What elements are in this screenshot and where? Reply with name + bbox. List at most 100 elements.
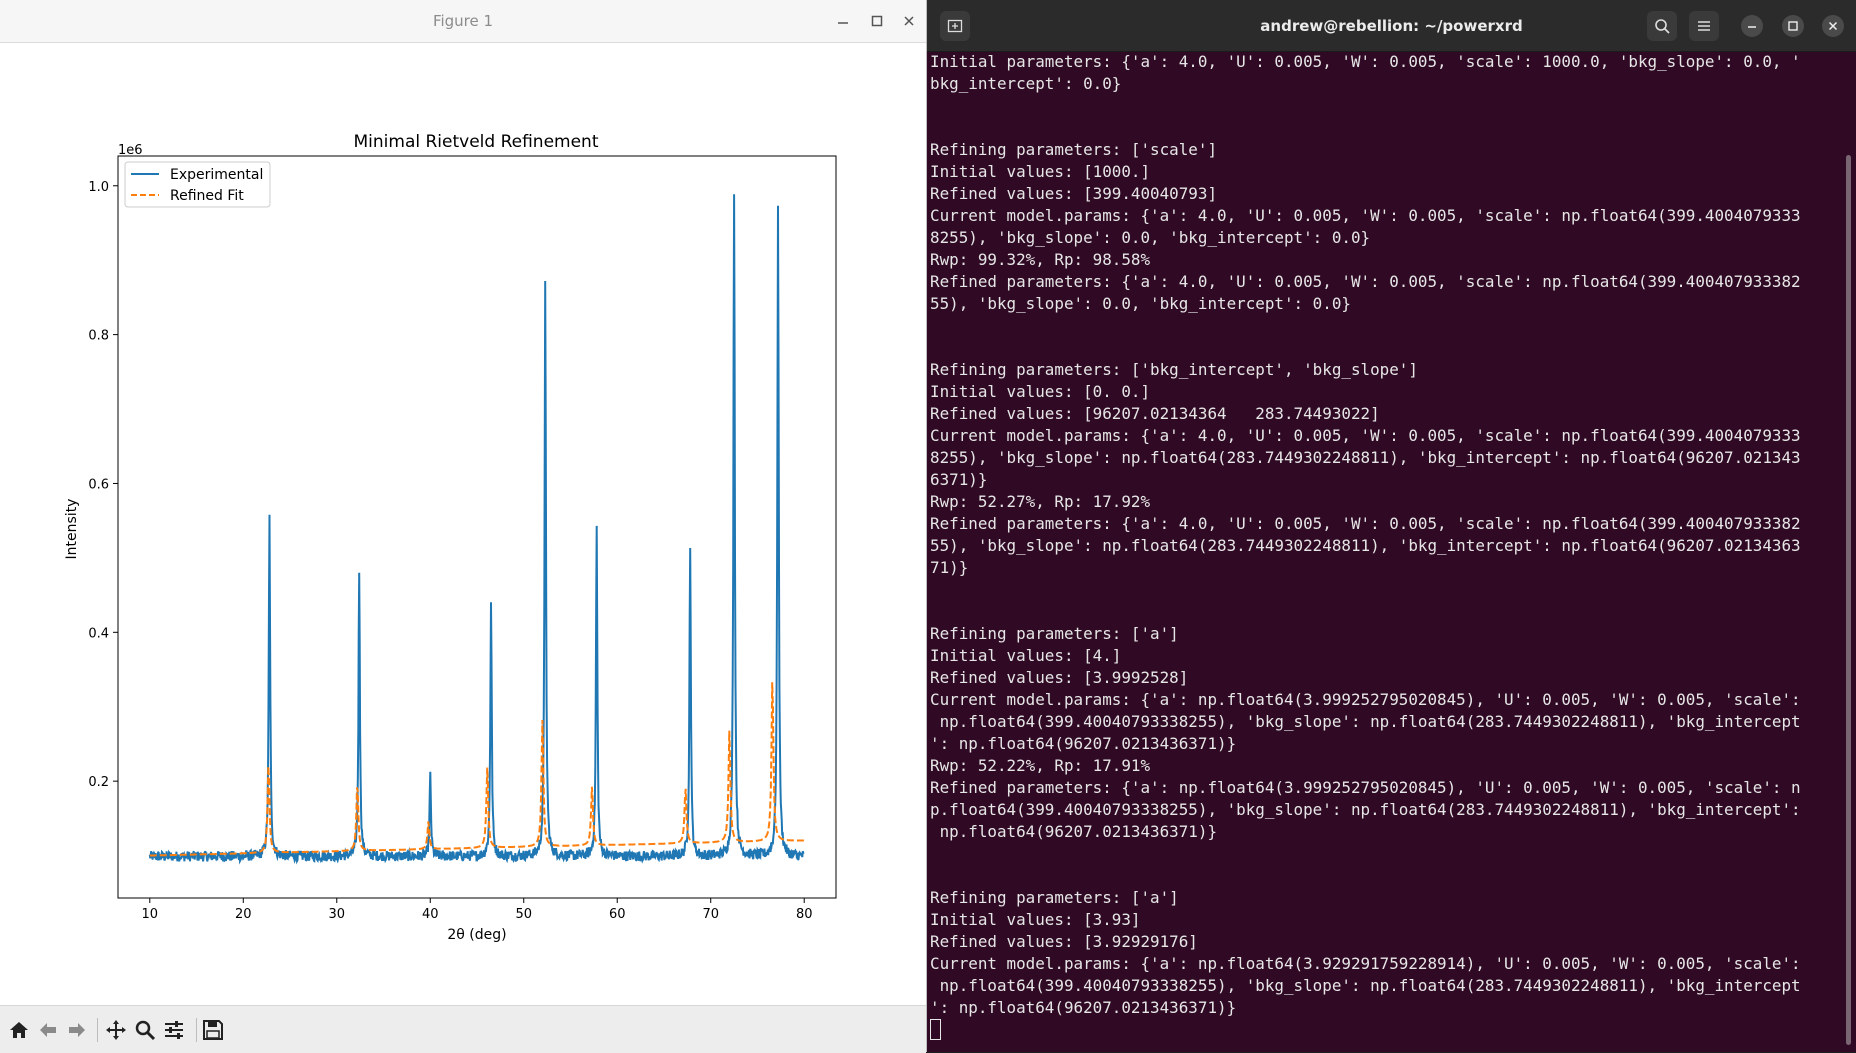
terminal-line	[930, 117, 1840, 139]
terminal-line	[930, 315, 1840, 337]
legend: Experimental Refined Fit	[124, 161, 271, 208]
forward-button[interactable]	[65, 1018, 89, 1042]
maximize-icon	[1788, 21, 1798, 31]
terminal-line: Refined values: [96207.02134364 283.7449…	[930, 404, 1380, 423]
terminal-line: Refining parameters: ['a']	[930, 888, 1179, 907]
terminal-line: Current model.params: {'a': 4.0, 'U': 0.…	[930, 206, 1801, 225]
plot-lines	[148, 194, 805, 865]
terminal-line: p.float64(399.40040793338255), 'bkg_slop…	[930, 800, 1801, 819]
terminal-line: ': np.float64(96207.0213436371)}	[930, 734, 1237, 753]
y-tick-label: 0.4	[88, 626, 109, 641]
terminal-scrollbar[interactable]	[1846, 155, 1851, 1045]
terminal-line: bkg_intercept': 0.0}	[930, 74, 1122, 93]
new-tab-button[interactable]	[940, 11, 970, 41]
navigation-toolbar	[0, 1005, 926, 1053]
terminal-line	[930, 843, 1840, 865]
terminal-line	[930, 601, 1840, 623]
terminal-line: Refined parameters: {'a': 4.0, 'U': 0.00…	[930, 514, 1801, 533]
terminal-line: np.float64(96207.0213436371)}	[930, 822, 1218, 841]
x-tick-label: 20	[235, 907, 252, 922]
chart-title: Minimal Rietveld Refinement	[354, 132, 599, 152]
terminal-line: Initial parameters: {'a': 4.0, 'U': 0.00…	[930, 52, 1801, 71]
terminal-line: Current model.params: {'a': np.float64(3…	[930, 954, 1801, 973]
terminal-line: np.float64(399.40040793338255), 'bkg_slo…	[930, 976, 1801, 995]
new-tab-icon	[947, 19, 963, 33]
close-button[interactable]	[898, 10, 920, 32]
hamburger-menu-icon	[1698, 21, 1710, 31]
terminal-line: 55), 'bkg_slope': 0.0, 'bkg_intercept': …	[930, 294, 1351, 313]
terminal-line: Refined parameters: {'a': np.float64(3.9…	[930, 778, 1801, 797]
configure-subplots-button[interactable]	[162, 1018, 186, 1042]
search-icon	[1655, 19, 1670, 34]
search-button[interactable]	[1647, 11, 1677, 41]
terminal-line: 8255), 'bkg_slope': np.float64(283.74493…	[930, 448, 1801, 467]
terminal-line: 55), 'bkg_slope': np.float64(283.7449302…	[930, 536, 1801, 555]
terminal-line	[930, 95, 1840, 117]
close-icon	[1828, 21, 1838, 31]
back-button[interactable]	[36, 1018, 60, 1042]
axes-frame	[117, 155, 837, 899]
terminal-line: np.float64(399.40040793338255), 'bkg_slo…	[930, 712, 1801, 731]
legend-label-experimental: Experimental	[170, 167, 263, 183]
save-icon	[203, 1020, 223, 1040]
plot-canvas[interactable]: Minimal Rietveld Refinement 1e6 10 20 30 40…	[0, 43, 926, 1005]
terminal-line: Refined values: [3.9992528]	[930, 668, 1189, 687]
x-tick-label: 70	[702, 907, 719, 922]
pan-button[interactable]	[104, 1018, 128, 1042]
x-axis-label: 2θ (deg)	[447, 927, 506, 943]
save-button[interactable]	[201, 1018, 225, 1042]
terminal-line: Refining parameters: ['bkg_intercept', '…	[930, 360, 1418, 379]
minimize-button[interactable]	[1741, 15, 1763, 37]
terminal-line: 6371)}	[930, 470, 988, 489]
toolbar-separator	[97, 1018, 98, 1042]
home-button[interactable]	[7, 1018, 31, 1042]
terminal-title: andrew@rebellion: ~/powerxrd	[1260, 17, 1523, 35]
toolbar-separator	[196, 1018, 197, 1042]
maximize-icon	[871, 15, 883, 27]
terminal-line: Initial values: [4.]	[930, 646, 1122, 665]
x-tick-label: 40	[422, 907, 439, 922]
forward-arrow-icon	[69, 1023, 85, 1037]
x-tick-label: 10	[142, 907, 159, 922]
terminal-line: Refining parameters: ['scale']	[930, 140, 1218, 159]
close-icon	[904, 16, 914, 26]
y-tick-label: 0.2	[88, 775, 109, 790]
terminal-cursor	[930, 1019, 941, 1040]
terminal-line: Rwp: 52.22%, Rp: 17.91%	[930, 756, 1151, 775]
terminal-window: andrew@rebellion: ~/powerxrd Initial par…	[927, 0, 1856, 1052]
zoom-icon	[135, 1020, 156, 1041]
terminal-titlebar[interactable]: andrew@rebellion: ~/powerxrd	[927, 0, 1856, 52]
terminal-line	[930, 579, 1840, 601]
terminal-prompt-line[interactable]	[930, 1019, 1840, 1041]
y-axis-offset-label: 1e6	[118, 143, 143, 158]
minimize-button[interactable]	[832, 10, 854, 32]
pan-icon	[106, 1020, 126, 1040]
y-tick-label: 0.8	[88, 329, 109, 344]
x-tick-label: 60	[609, 907, 626, 922]
terminal-line: Refined values: [3.92929176]	[930, 932, 1198, 951]
terminal-line: Rwp: 52.27%, Rp: 17.92%	[930, 492, 1151, 511]
terminal-line: 71)}	[930, 558, 969, 577]
configure-subplots-icon	[165, 1021, 183, 1039]
x-tick-label: 80	[796, 907, 813, 922]
y-axis-label: Intensity	[64, 499, 80, 560]
terminal-line: Current model.params: {'a': 4.0, 'U': 0.…	[930, 426, 1801, 445]
terminal-line: Current model.params: {'a': np.float64(3…	[930, 690, 1801, 709]
terminal-output[interactable]: Initial parameters: {'a': 4.0, 'U': 0.00…	[930, 51, 1840, 1051]
terminal-line: Refined values: [399.40040793]	[930, 184, 1218, 203]
terminal-line	[930, 337, 1840, 359]
menu-button[interactable]	[1689, 11, 1719, 41]
close-button[interactable]	[1822, 15, 1844, 37]
y-tick-label: 1.0	[88, 180, 109, 195]
maximize-button[interactable]	[866, 10, 888, 32]
figure-titlebar[interactable]: Figure 1	[0, 0, 926, 43]
window-title: Figure 1	[432, 12, 494, 30]
maximize-button[interactable]	[1782, 15, 1804, 37]
series-experimental-line	[148, 194, 805, 865]
terminal-line: Initial values: [3.93]	[930, 910, 1141, 929]
terminal-line: 8255), 'bkg_slope': 0.0, 'bkg_intercept'…	[930, 228, 1371, 247]
x-axis-ticks: 10 20 30 40 50 60 70 80	[142, 898, 813, 922]
figure-window: Figure 1 Minimal Rietveld Refinement 1e6…	[0, 0, 927, 1053]
terminal-line: ': np.float64(96207.0213436371)}	[930, 998, 1237, 1017]
zoom-button[interactable]	[133, 1018, 157, 1042]
